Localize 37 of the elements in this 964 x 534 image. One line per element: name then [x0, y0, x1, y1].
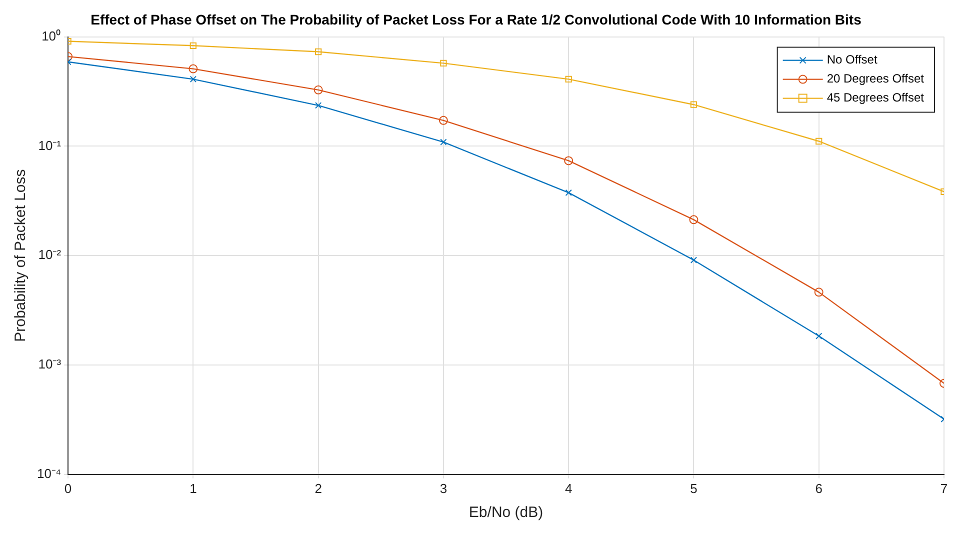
x-tick-label: 6 [815, 480, 822, 496]
point [816, 332, 822, 340]
point [690, 256, 698, 264]
point [190, 76, 197, 82]
y-axis-title: Probability of Packet Loss [12, 169, 30, 342]
y-tick-label: 10⁰ [42, 28, 62, 44]
x-tick-label: 3 [440, 480, 448, 496]
legend-label: No Offset [826, 52, 878, 67]
legend-label: 20 Degrees Offset [826, 72, 925, 86]
x-tick-label: 2 [314, 480, 322, 496]
x-tick-label: 0 [64, 480, 72, 496]
x-tick-label: 5 [690, 480, 698, 496]
x-tick-label: 1 [190, 480, 197, 496]
point [565, 189, 572, 196]
legend-label: 45 Degrees Offset [826, 90, 925, 105]
y-tick-label: 10⁻² [38, 247, 62, 262]
point [438, 116, 448, 125]
point [690, 101, 698, 108]
y-tick-label: 10⁻⁴ [37, 466, 62, 481]
point [188, 64, 198, 74]
x-tick-label: 4 [564, 480, 572, 496]
point [440, 138, 447, 146]
x-tick-label: 7 [940, 480, 948, 496]
point [190, 42, 197, 49]
point [816, 138, 822, 145]
point [314, 102, 322, 109]
point [564, 156, 574, 166]
point [814, 288, 824, 297]
point [689, 215, 698, 224]
point [565, 76, 572, 82]
point [440, 60, 447, 67]
y-tick-label: 10⁻¹ [38, 138, 62, 153]
x-axis-title: Eb/No (dB) [468, 504, 544, 522]
y-tick-label: 10⁻³ [38, 356, 62, 372]
point [314, 48, 322, 56]
point [314, 85, 323, 94]
chart-title: Effect of Phase Offset on The Probability of Packet Loss For a Rate 1/2 Convolutional Code With 10 Information Bits [90, 11, 862, 28]
